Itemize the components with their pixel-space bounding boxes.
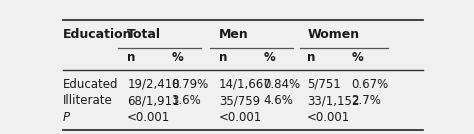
- Text: 0.79%: 0.79%: [171, 78, 209, 91]
- Text: 2.7%: 2.7%: [351, 94, 381, 107]
- Text: 0.84%: 0.84%: [263, 78, 300, 91]
- Text: 19/2,418: 19/2,418: [127, 78, 180, 91]
- Text: Women: Women: [307, 28, 359, 41]
- Text: <0.001: <0.001: [307, 111, 350, 124]
- Text: %: %: [263, 51, 275, 64]
- Text: 14/1,667: 14/1,667: [219, 78, 272, 91]
- Text: Men: Men: [219, 28, 249, 41]
- Text: Educated: Educated: [63, 78, 118, 91]
- Text: 33/1,152: 33/1,152: [307, 94, 360, 107]
- Text: n: n: [307, 51, 316, 64]
- Text: 5/751: 5/751: [307, 78, 341, 91]
- Text: n: n: [219, 51, 228, 64]
- Text: P: P: [63, 111, 70, 124]
- Text: 68/1,911: 68/1,911: [127, 94, 180, 107]
- Text: <0.001: <0.001: [127, 111, 171, 124]
- Text: Total: Total: [127, 28, 161, 41]
- Text: Illiterate: Illiterate: [63, 94, 113, 107]
- Text: 0.67%: 0.67%: [351, 78, 389, 91]
- Text: Education: Education: [63, 28, 132, 41]
- Text: %: %: [171, 51, 183, 64]
- Text: %: %: [351, 51, 363, 64]
- Text: 3.6%: 3.6%: [171, 94, 201, 107]
- Text: 35/759: 35/759: [219, 94, 260, 107]
- Text: n: n: [127, 51, 136, 64]
- Text: <0.001: <0.001: [219, 111, 262, 124]
- Text: 4.6%: 4.6%: [263, 94, 293, 107]
